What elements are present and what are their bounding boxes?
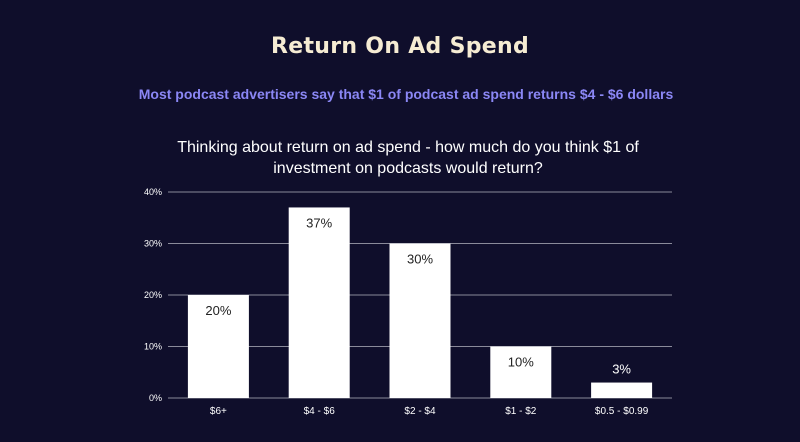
bar — [591, 382, 653, 398]
bar — [187, 295, 249, 398]
bar — [389, 243, 451, 398]
page-title: Return On Ad Spend — [271, 34, 529, 59]
y-tick-label: 20% — [144, 290, 162, 300]
data-label: 10% — [508, 355, 534, 370]
bar — [288, 207, 350, 398]
y-tick-label: 30% — [144, 239, 162, 249]
page-subtitle: Most podcast advertisers say that $1 of … — [138, 86, 674, 102]
data-label: 37% — [306, 215, 332, 230]
data-label: 3% — [612, 362, 631, 377]
x-tick-label: $1 - $2 — [505, 406, 537, 417]
y-tick-label: 40% — [144, 187, 162, 197]
x-tick-label: $6+ — [210, 406, 227, 417]
x-tick-label: $0.5 - $0.99 — [595, 406, 649, 417]
x-tick-label: $2 - $4 — [404, 406, 436, 417]
data-label: 20% — [205, 303, 231, 318]
y-tick-label: 10% — [144, 342, 162, 352]
bar — [490, 346, 552, 398]
y-tick-label: 0% — [149, 393, 162, 403]
x-tick-label: $4 - $6 — [304, 406, 336, 417]
data-label: 30% — [407, 252, 433, 267]
chart-title: Thinking about return on ad spend - how … — [177, 139, 639, 177]
